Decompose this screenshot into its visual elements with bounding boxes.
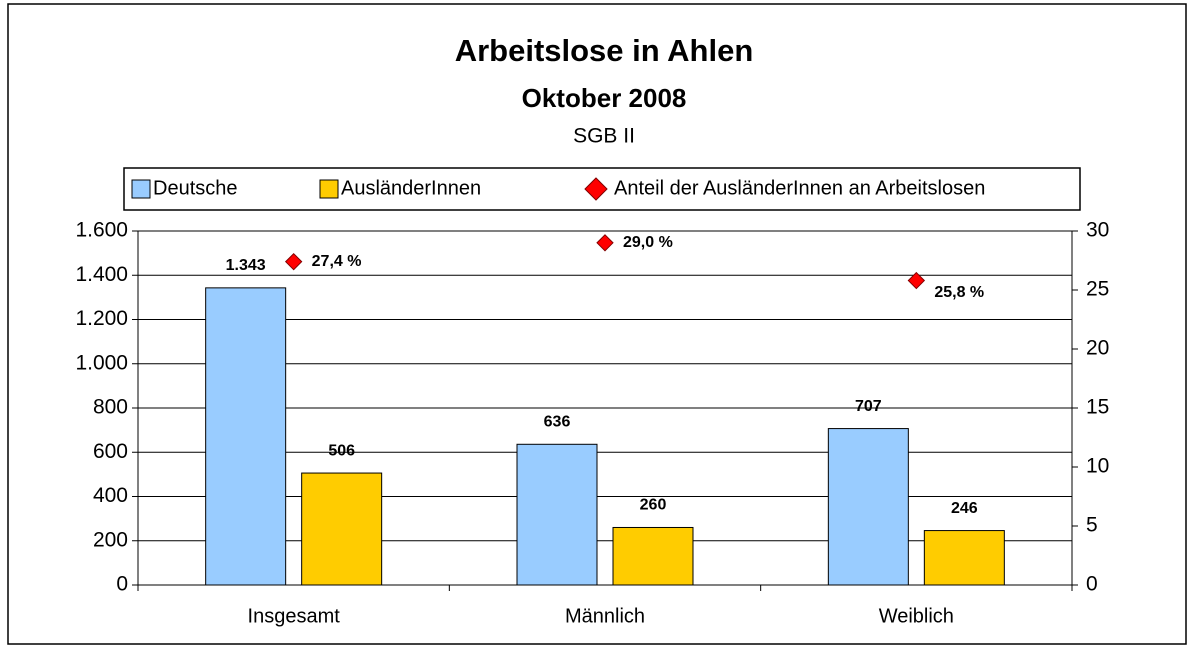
- y-tick-label: 1.400: [75, 263, 128, 286]
- bar: [205, 287, 287, 586]
- chart-title: Arbeitslose in Ahlen: [455, 33, 754, 68]
- y2-tick-label: 10: [1086, 455, 1109, 478]
- bar: [516, 443, 598, 586]
- y-tick-label: 400: [93, 484, 128, 507]
- y-tick-label: 600: [93, 440, 128, 463]
- bar: [301, 472, 383, 586]
- x-tick-label: Weiblich: [879, 605, 954, 627]
- point-marker: [907, 271, 926, 290]
- x-tick-label: Insgesamt: [248, 605, 341, 627]
- point-marker: [284, 252, 303, 271]
- bar: [923, 530, 1005, 586]
- y2-tick-label: 5: [1086, 514, 1098, 537]
- x-tick-label: Männlich: [565, 605, 645, 627]
- y2-tick-label: 15: [1086, 396, 1109, 419]
- value-label: 27,4 %: [312, 253, 362, 270]
- y2-tick-label: 25: [1086, 278, 1109, 301]
- y-tick-label: 1.600: [75, 219, 128, 242]
- bar: [612, 526, 694, 586]
- legend-swatch: [319, 179, 339, 199]
- y-tick-label: 200: [93, 528, 128, 551]
- y-tick-label: 800: [93, 396, 128, 419]
- y2-tick-label: 0: [1086, 573, 1098, 596]
- y-tick-label: 1.000: [75, 351, 128, 374]
- value-label: 246: [951, 500, 978, 517]
- value-label: 29,0 %: [623, 234, 673, 251]
- value-label: 1.343: [226, 257, 266, 274]
- value-label: 636: [544, 414, 571, 431]
- bar: [827, 428, 909, 586]
- legend-label: Deutsche: [153, 177, 238, 199]
- y-tick-label: 0: [116, 573, 128, 596]
- value-label: 707: [855, 398, 882, 415]
- y-tick-label: 1.200: [75, 307, 128, 330]
- legend-marker: [584, 177, 608, 201]
- value-label: 506: [328, 442, 355, 459]
- value-label: 260: [640, 497, 667, 514]
- legend-label: AusländerInnen: [341, 177, 481, 199]
- value-label: 25,8 %: [934, 284, 984, 301]
- legend-label: Anteil der AusländerInnen an Arbeitslose…: [614, 177, 985, 199]
- chart-annotation: SGB II: [573, 125, 635, 148]
- point-marker: [596, 234, 614, 252]
- y2-tick-label: 20: [1086, 337, 1109, 360]
- y2-tick-label: 30: [1086, 219, 1109, 242]
- chart-subtitle: Oktober 2008: [522, 83, 687, 113]
- legend-swatch: [131, 179, 151, 199]
